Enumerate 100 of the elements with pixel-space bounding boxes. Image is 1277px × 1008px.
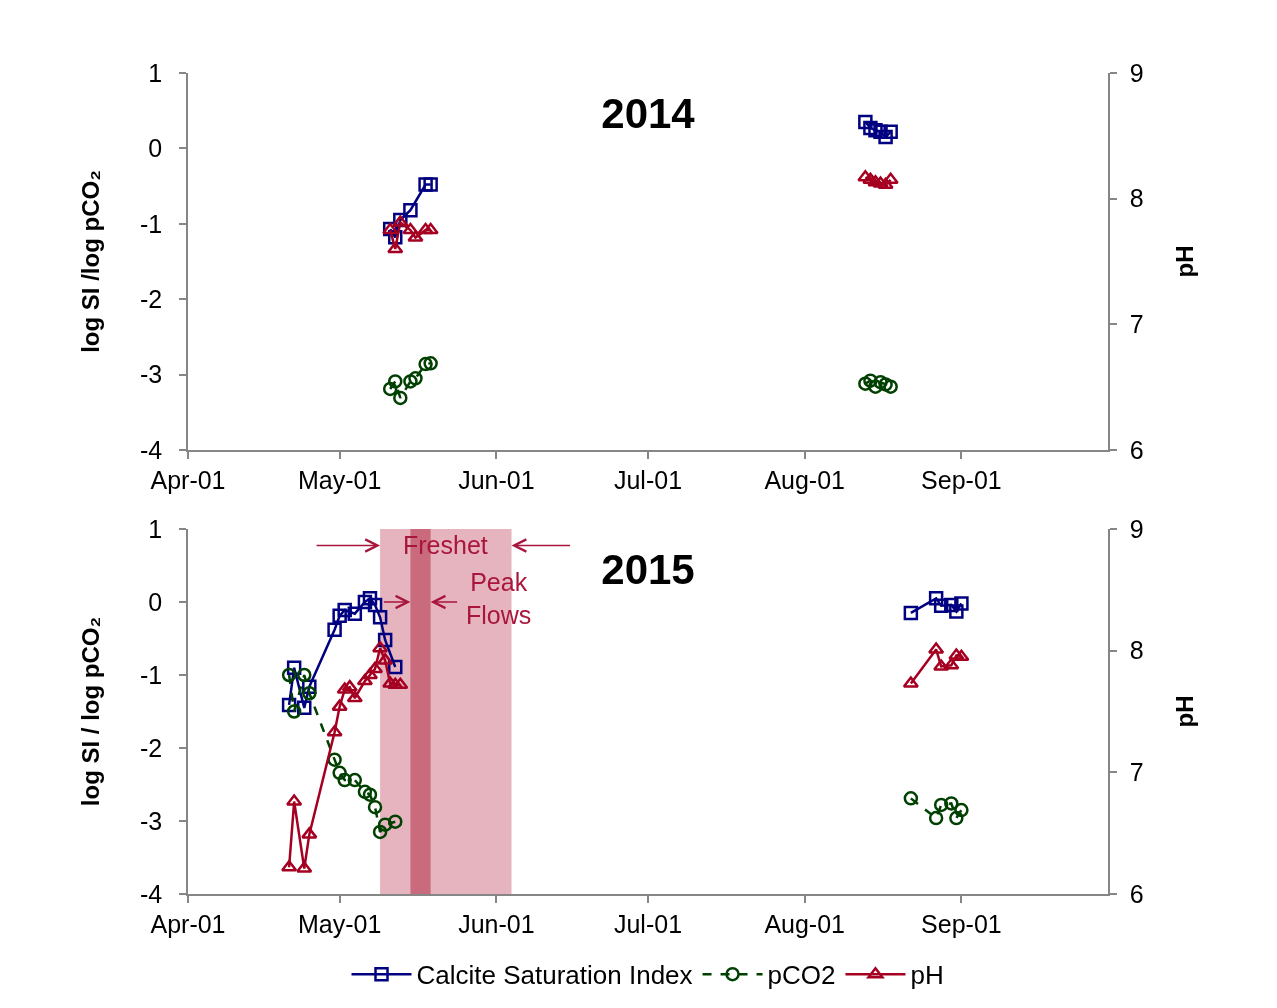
point [357, 594, 373, 610]
y-tick-label: 0 [148, 587, 163, 616]
point [281, 667, 297, 683]
x-tick-label: Jul-01 [613, 465, 683, 494]
point [857, 170, 874, 182]
point [933, 598, 949, 613]
point [863, 373, 878, 388]
point [933, 659, 950, 671]
point [882, 172, 899, 185]
point [944, 796, 959, 811]
x-tick-label: Sep-01 [921, 465, 1002, 494]
point [357, 784, 373, 800]
point [408, 371, 423, 386]
band-label: Peak Flows [466, 568, 532, 629]
point [367, 799, 383, 815]
point [297, 667, 312, 683]
point [862, 172, 879, 185]
y2-tick-label: 8 [1129, 636, 1144, 665]
x-tick-label: Apr-01 [150, 909, 226, 938]
x-tick-label: Jun-01 [458, 909, 535, 938]
point [392, 677, 409, 689]
point [858, 376, 873, 391]
point [954, 802, 969, 818]
point [337, 602, 352, 618]
y2-tick-label: 6 [1129, 435, 1144, 464]
point [336, 682, 353, 694]
point [422, 222, 439, 235]
point [332, 765, 347, 781]
y-tick-label: -3 [140, 360, 163, 389]
point [418, 356, 433, 372]
point [948, 648, 965, 660]
y2-tick-label: 7 [1129, 310, 1144, 339]
point [903, 791, 919, 806]
point [347, 772, 363, 788]
point [361, 667, 379, 680]
x-tick-label: May-01 [297, 465, 382, 494]
point [868, 379, 883, 394]
point [362, 591, 378, 606]
point [933, 797, 949, 813]
point [332, 608, 347, 624]
point [382, 676, 399, 688]
y2-axis-title: pH [1171, 695, 1199, 728]
point [423, 356, 438, 371]
x-tick-label: Apr-01 [150, 465, 226, 494]
y2-axis-title: pH [1171, 245, 1199, 278]
point [347, 606, 363, 621]
x-tick-label: May-01 [297, 909, 382, 938]
point [944, 597, 959, 613]
legend-label: Calcite Saturation Index [416, 960, 693, 991]
y-tick-label: -2 [140, 733, 163, 762]
point [883, 124, 898, 140]
point [388, 814, 403, 829]
point [863, 120, 878, 136]
point [371, 640, 389, 653]
y-tick-label: -4 [140, 435, 163, 464]
point [382, 381, 398, 397]
point [362, 787, 378, 802]
point [296, 861, 313, 873]
point [286, 704, 302, 719]
point [928, 591, 944, 606]
point [331, 699, 348, 711]
point [418, 177, 433, 192]
y-axis-title: log SI / log pCO₂ [76, 616, 104, 807]
y-axis-title: log SI /log pCO₂ [76, 170, 104, 353]
point [953, 649, 970, 661]
y-tick-label: -1 [140, 660, 163, 689]
point [341, 679, 358, 692]
point [372, 610, 388, 625]
y-tick-label: 0 [148, 134, 163, 163]
point [878, 377, 893, 392]
point [403, 374, 418, 389]
point [858, 114, 873, 130]
x-tick-label: Aug-01 [764, 465, 846, 494]
point [403, 202, 418, 218]
point [928, 810, 944, 826]
chart-title: 2014 [601, 89, 696, 137]
point [417, 222, 434, 235]
point [873, 374, 888, 390]
point [878, 129, 893, 145]
legend-label: pH [910, 960, 944, 991]
point [423, 177, 438, 192]
point [377, 817, 393, 832]
point [949, 810, 964, 826]
y2-tick-label: 8 [1129, 184, 1144, 213]
point [954, 596, 969, 611]
y2-tick-label: 6 [1129, 879, 1144, 908]
point [393, 390, 408, 406]
band-label: Freshet [403, 531, 488, 559]
chart-title: 2015 [601, 545, 695, 593]
point [407, 230, 424, 242]
point [877, 177, 894, 190]
legend-label: pCO2 [767, 960, 836, 991]
y-tick-label: 1 [148, 58, 163, 87]
point [387, 241, 404, 254]
y-tick-label: -1 [140, 209, 163, 238]
point [903, 605, 919, 621]
y-tick-label: 1 [148, 514, 163, 543]
point [326, 724, 343, 737]
x-tick-label: Jun-01 [458, 465, 535, 494]
point [883, 379, 898, 394]
